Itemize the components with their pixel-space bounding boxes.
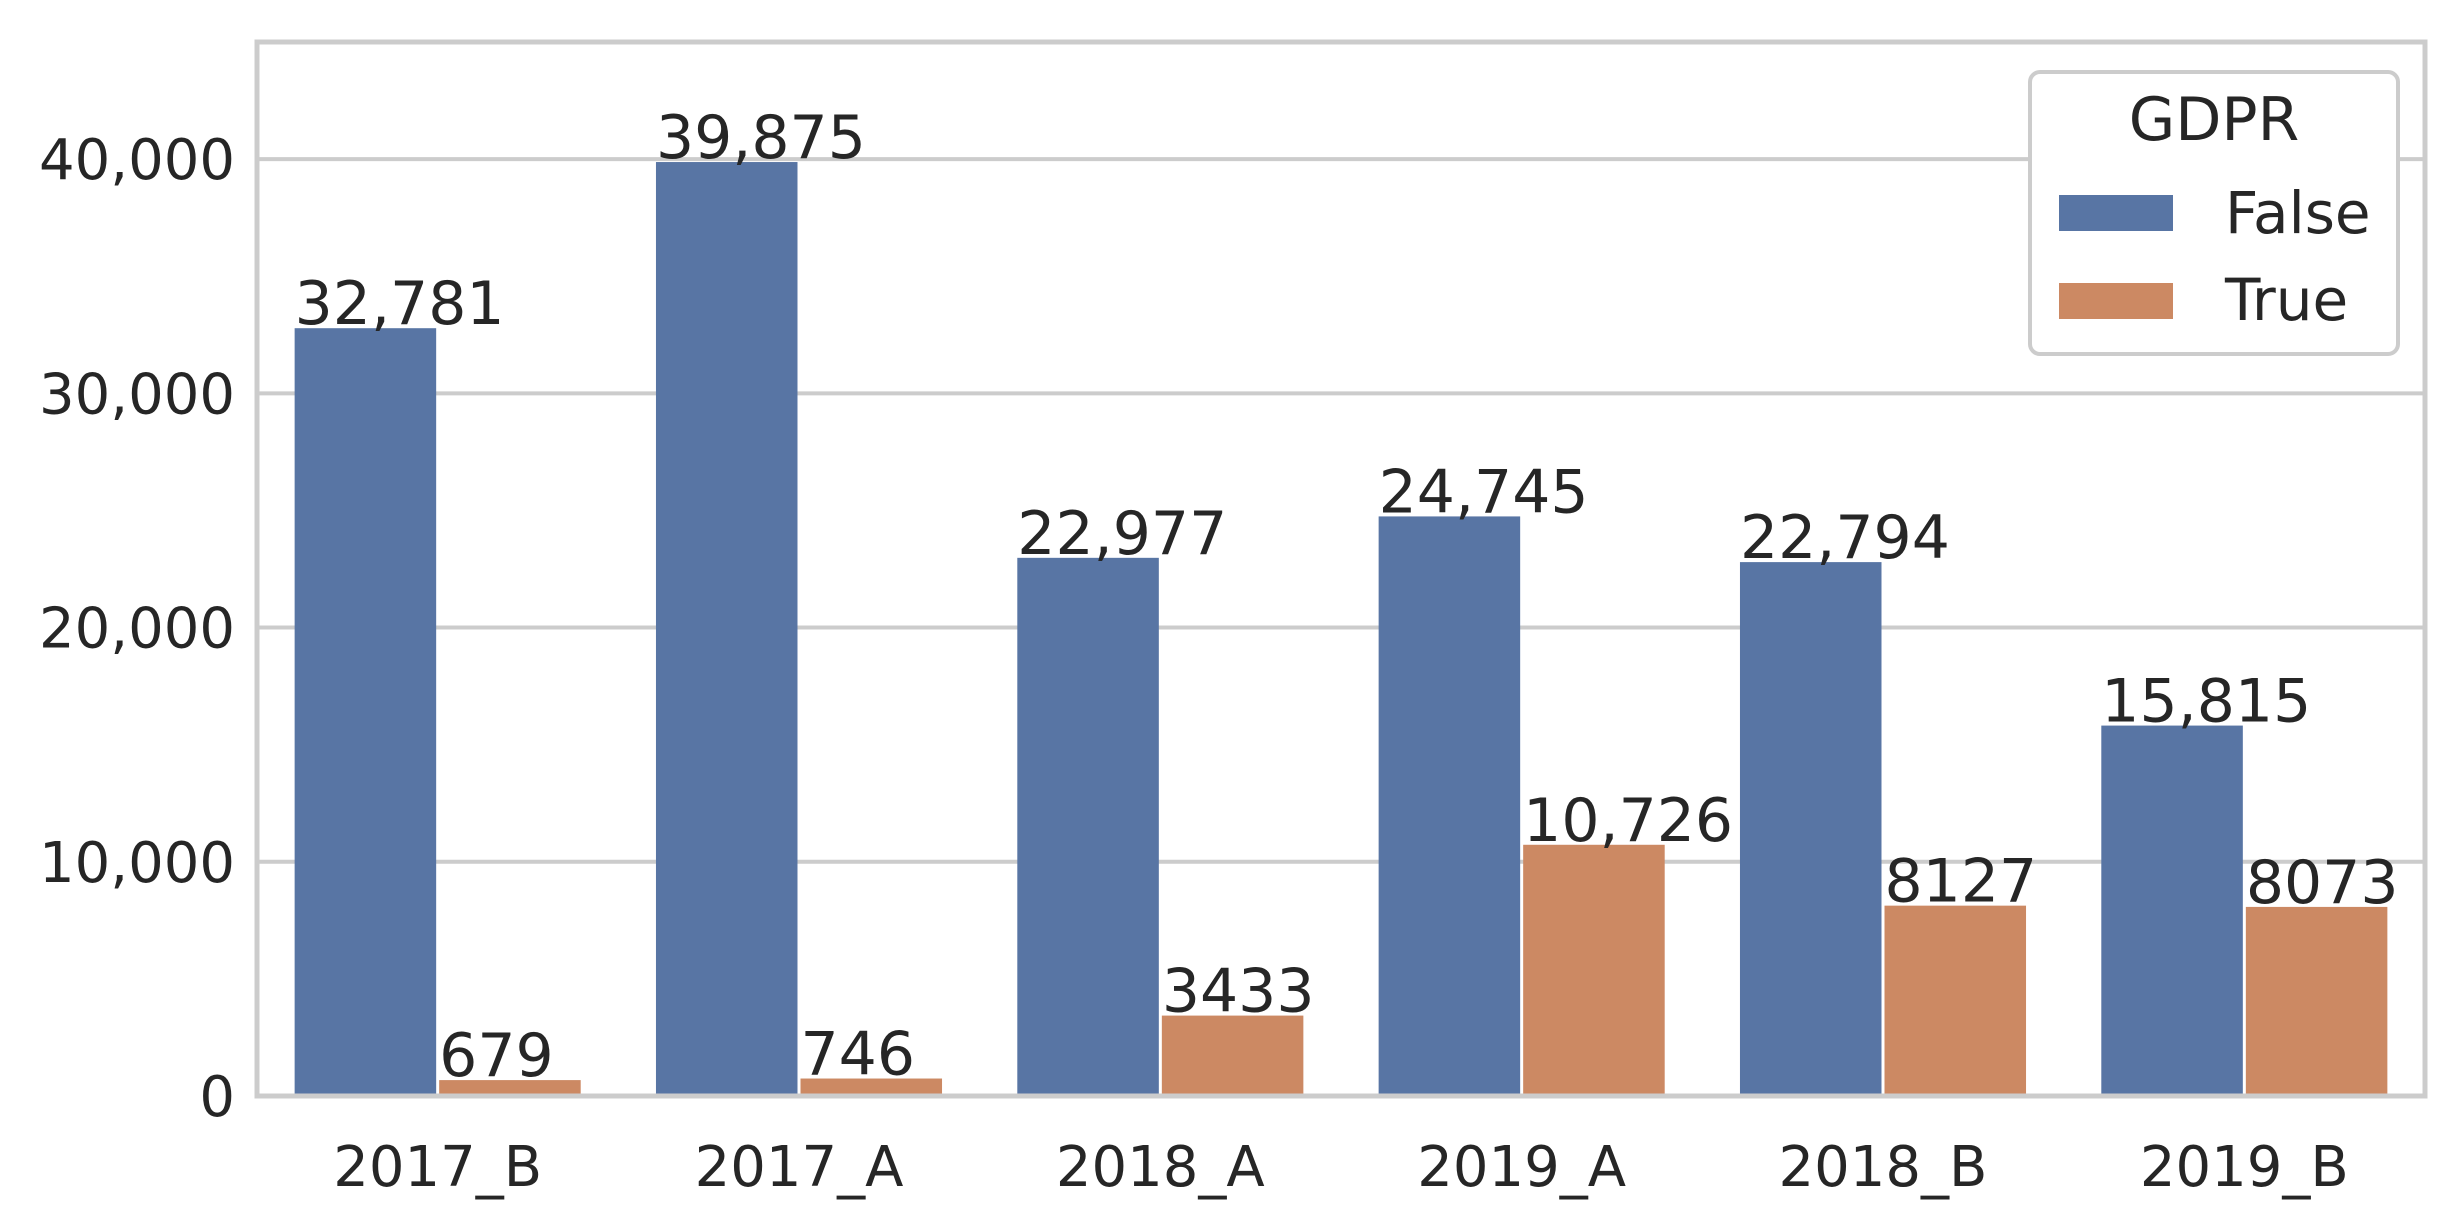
legend: GDPR False True	[2028, 70, 2400, 356]
bars	[294, 162, 2388, 1097]
data-label: 39,875	[656, 103, 866, 173]
bar-false	[294, 328, 437, 1096]
data-label: 24,745	[1379, 457, 1589, 527]
legend-swatch-true	[2059, 283, 2173, 319]
data-label: 32,781	[295, 269, 505, 339]
x-tick-label: 2017_A	[695, 1135, 904, 1200]
x-axis-ticks: 2017_B 2017_A 2018_A 2019_A 2018_B 2019_B	[333, 1135, 2349, 1200]
y-tick-label: 20,000	[39, 597, 235, 662]
x-tick-label: 2019_B	[2140, 1135, 2349, 1200]
legend-label-false: False	[2225, 179, 2371, 247]
data-label: 8127	[1885, 847, 2038, 917]
bar-false	[2101, 725, 2243, 1096]
y-tick-label: 0	[199, 1065, 235, 1130]
bar-true	[439, 1080, 581, 1096]
y-axis-ticks: 0 10,000 20,000 30,000 40,000	[39, 128, 235, 1130]
x-tick-label: 2017_B	[333, 1135, 542, 1200]
data-label: 8073	[2246, 848, 2399, 918]
legend-swatch-false	[2059, 195, 2173, 231]
bar-true	[800, 1078, 943, 1096]
x-tick-label: 2018_A	[1056, 1135, 1265, 1200]
bar-false	[1378, 516, 1521, 1096]
data-labels: 32,781 39,875 22,977 24,745 22,794 15,815 679 7…	[295, 103, 2399, 1091]
bar-false	[655, 162, 798, 1097]
bar-true	[1523, 844, 1665, 1096]
y-tick-label: 30,000	[39, 362, 235, 427]
bar-true	[1161, 1015, 1304, 1096]
legend-title: GDPR	[2129, 85, 2300, 155]
plot-frame	[254, 39, 2428, 1099]
data-label: 22,977	[1017, 499, 1227, 569]
bar-true	[1884, 905, 2027, 1096]
data-label: 15,815	[2101, 667, 2311, 737]
bar-false	[1017, 557, 1159, 1096]
legend-label-true: True	[2224, 266, 2348, 334]
bar-true	[2245, 906, 2388, 1096]
data-label: 746	[801, 1020, 916, 1090]
data-label: 679	[439, 1021, 554, 1091]
x-tick-label: 2019_A	[1417, 1135, 1626, 1200]
data-label: 22,794	[1740, 503, 1950, 573]
y-tick-label: 10,000	[39, 831, 235, 896]
y-tick-label: 40,000	[39, 128, 235, 193]
bar-false	[1739, 562, 1882, 1096]
data-label: 10,726	[1523, 786, 1733, 856]
x-tick-label: 2018_B	[1779, 1135, 1988, 1200]
data-label: 3433	[1162, 957, 1315, 1027]
